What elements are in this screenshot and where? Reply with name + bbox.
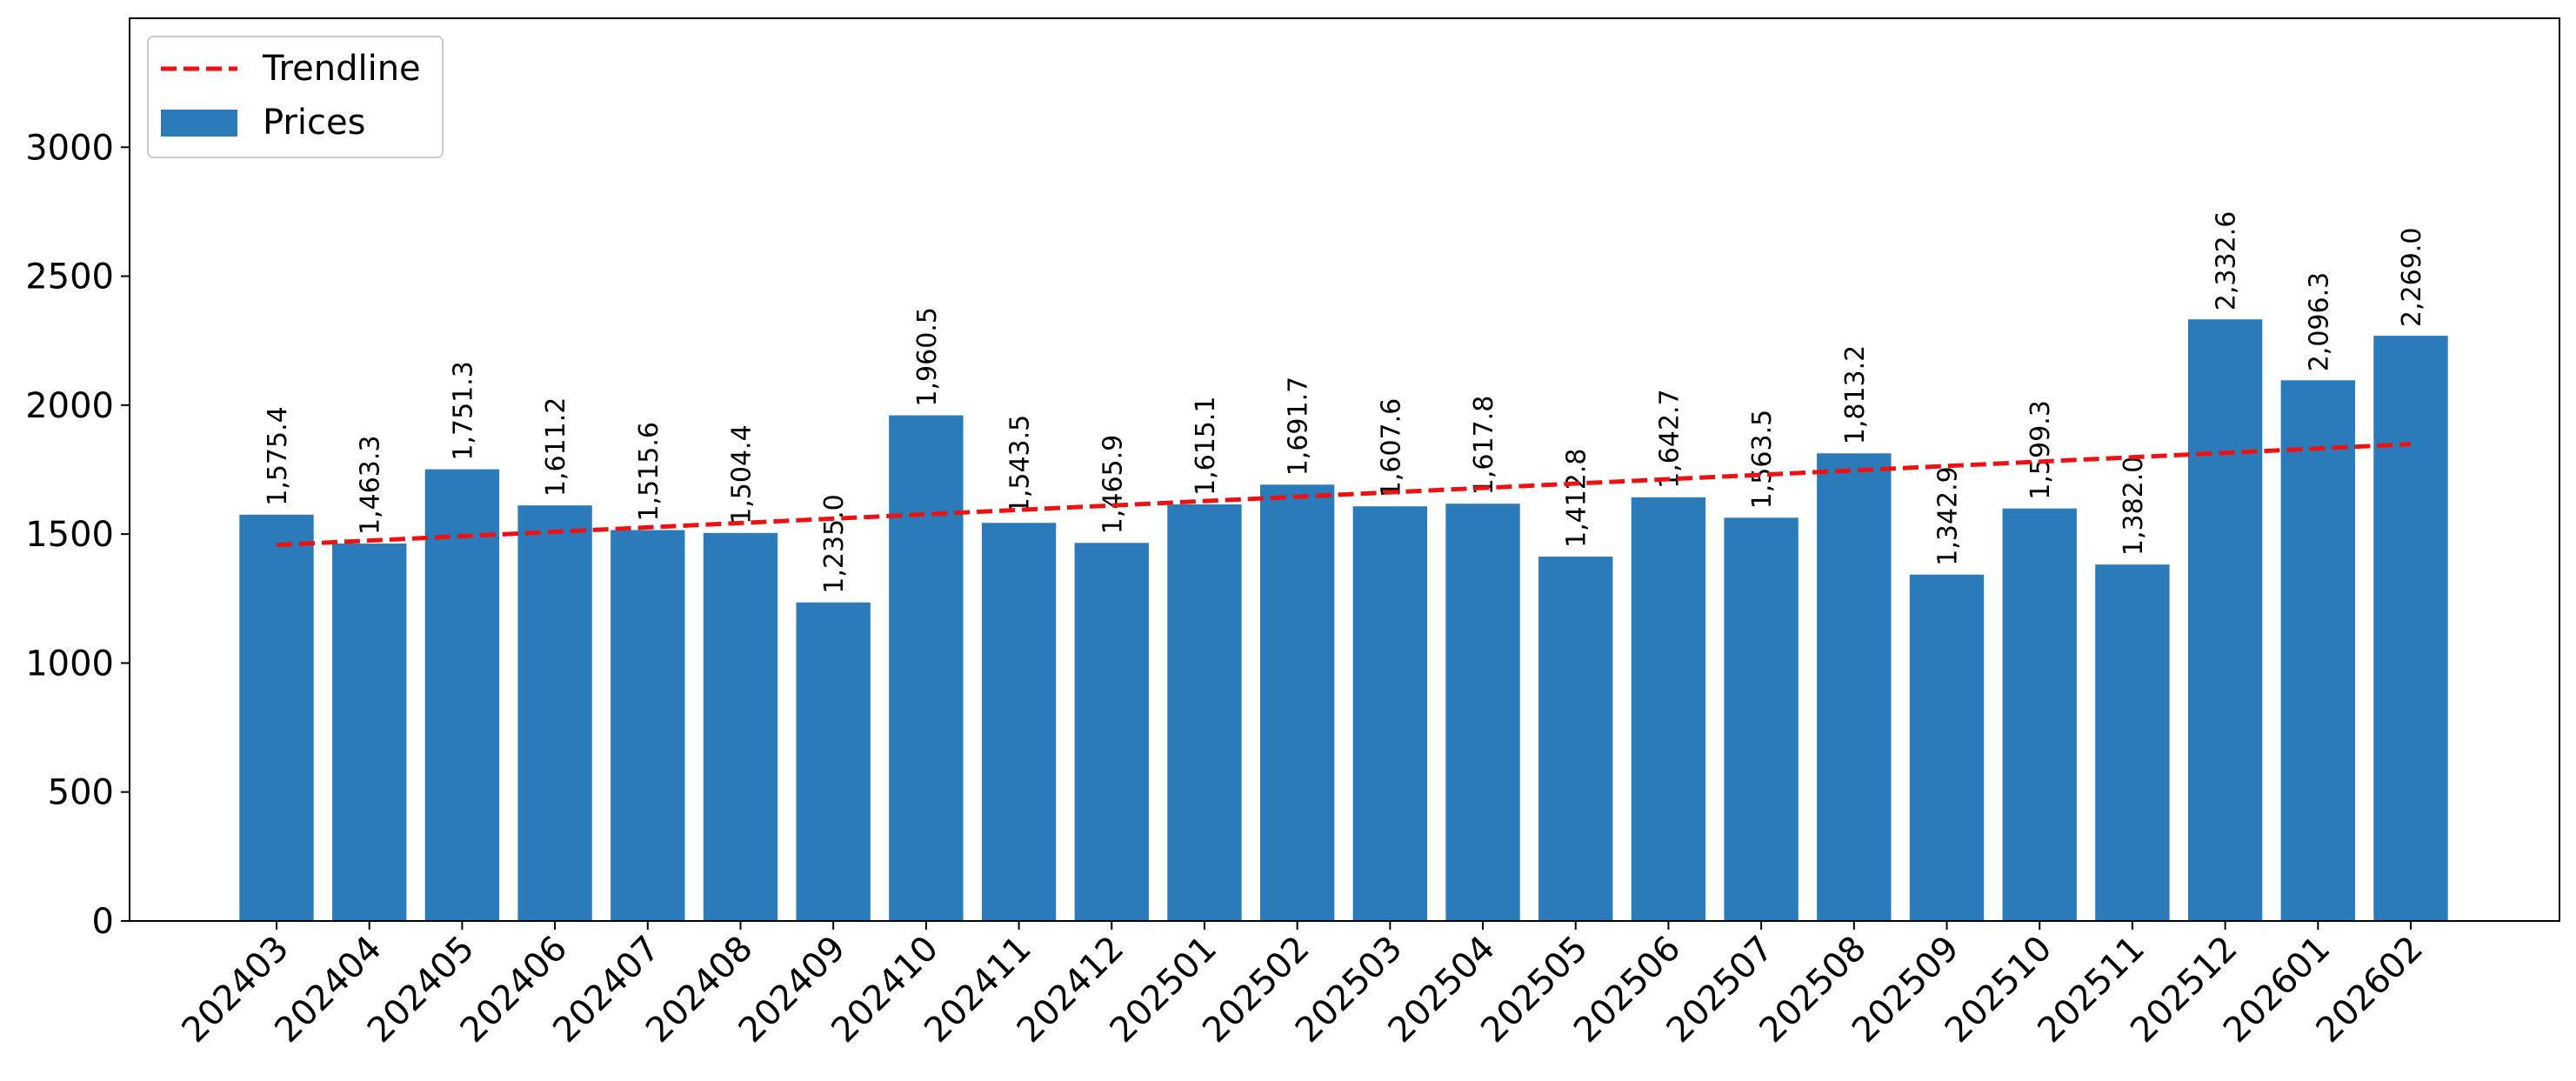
bar-label-202510: 1,599.3 — [2025, 400, 2056, 500]
bar-202406 — [517, 505, 592, 921]
legend-trendline-label: Trendline — [262, 49, 421, 89]
bar-202501 — [1167, 504, 1242, 921]
bar-label-202405: 1,751.3 — [448, 361, 478, 461]
bar-202508 — [1817, 453, 1892, 921]
bar-202505 — [1538, 557, 1613, 921]
bar-label-202404: 1,463.3 — [356, 436, 386, 536]
bar-202506 — [1631, 497, 1706, 921]
bar-202511 — [2095, 564, 2170, 921]
y-tick-label-3000: 3000 — [25, 128, 114, 168]
bar-202504 — [1445, 504, 1520, 921]
bar-label-202509: 1,342.9 — [1933, 466, 1964, 566]
bar-label-202408: 1,504.4 — [726, 424, 757, 524]
bar-202510 — [2002, 508, 2077, 921]
bars-layer — [239, 319, 2448, 922]
bar-202502 — [1259, 484, 1335, 921]
y-tick-label-2000: 2000 — [25, 386, 114, 426]
bar-202408 — [703, 532, 778, 921]
bar-label-202403: 1,575.4 — [263, 406, 293, 506]
bar-label-202406: 1,611.2 — [541, 397, 571, 497]
y-tick-label-0: 0 — [92, 902, 114, 942]
bar-label-202411: 1,543.5 — [1005, 415, 1036, 515]
bar-202512 — [2187, 319, 2263, 922]
bar-202403 — [239, 514, 314, 921]
bar-label-202508: 1,813.2 — [1840, 345, 1871, 445]
bar-label-202501: 1,615.1 — [1191, 396, 1221, 496]
bar-202404 — [332, 544, 407, 921]
bar-202407 — [611, 530, 685, 921]
legend: Trendline Prices — [147, 36, 444, 158]
bar-202411 — [981, 523, 1057, 921]
bar-label-202512: 2,332.6 — [2212, 211, 2242, 311]
bar-labels-layer: 1,575.4 1,463.3 1,751.3 1,611.2 1,515.6 1,504… — [263, 211, 2427, 594]
bar-202410 — [889, 415, 964, 921]
bar-202503 — [1352, 506, 1428, 921]
y-tick-label-2500: 2500 — [25, 257, 114, 297]
bar-202405 — [424, 469, 500, 921]
bar-label-202507: 1,563.5 — [1747, 410, 1778, 510]
bar-202509 — [1909, 574, 1985, 921]
bar-label-202407: 1,515.6 — [634, 422, 664, 522]
legend-prices-label: Prices — [263, 103, 365, 143]
bar-label-202410: 1,960.5 — [912, 307, 943, 407]
bar-label-202504: 1,617.8 — [1469, 396, 1499, 496]
x-axis: 2024032024042024052024062024072024082024… — [175, 921, 2431, 1051]
bar-label-202503: 1,607.6 — [1376, 398, 1406, 498]
bar-202412 — [1074, 543, 1149, 921]
bar-label-202409: 1,235.0 — [819, 494, 850, 594]
bar-202601 — [2280, 380, 2355, 921]
bar-label-202505: 1,412.8 — [1562, 448, 1592, 548]
trendline-layer — [276, 442, 2412, 548]
bar-label-202602: 2,269.0 — [2397, 228, 2427, 328]
bar-202602 — [2373, 336, 2448, 922]
legend-prices-swatch — [161, 110, 237, 137]
y-tick-label-500: 500 — [48, 773, 114, 813]
bar-202507 — [1724, 517, 1799, 921]
bar-label-202511: 1,382.0 — [2119, 457, 2149, 557]
bar-202409 — [796, 602, 871, 921]
y-tick-label-1500: 1500 — [25, 515, 114, 555]
bar-label-202502: 1,691.7 — [1284, 377, 1314, 477]
bar-label-202506: 1,642.7 — [1654, 389, 1685, 489]
y-axis: 0 500 1000 1500 2000 2500 3000 — [25, 128, 130, 942]
plot-frame — [129, 17, 2560, 922]
trendline — [276, 442, 2412, 548]
bar-label-202412: 1,465.9 — [1098, 435, 1128, 535]
y-tick-label-1000: 1000 — [25, 644, 114, 684]
bar-label-202601: 2,096.3 — [2304, 272, 2334, 372]
